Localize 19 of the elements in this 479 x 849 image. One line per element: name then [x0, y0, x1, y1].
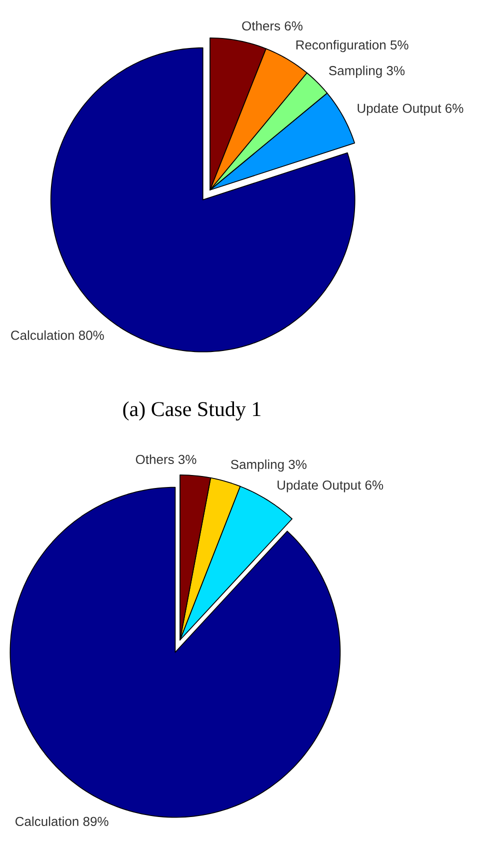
data-label: 5%: [390, 40, 408, 50]
data-label: 89%: [83, 816, 108, 826]
data-label: 6%: [284, 21, 302, 31]
slice-label: Others: [136, 454, 174, 464]
data-label: 3%: [386, 66, 405, 76]
data-label: 6%: [365, 480, 384, 490]
slice-label: Others: [242, 20, 280, 31]
slice-label: Update Output: [278, 480, 362, 492]
data-label: 6%: [446, 104, 464, 113]
slice-label: Calculation: [11, 330, 74, 340]
data-label: 3%: [288, 460, 306, 470]
slice-label: Sampling: [230, 460, 284, 472]
data-label: 80%: [78, 330, 104, 340]
text: (a) Case Study 1: [123, 401, 260, 421]
slice-label: Calculation: [16, 816, 78, 826]
slice-label: Reconfiguration: [296, 40, 386, 52]
slice-label: Sampling: [329, 66, 382, 78]
slice-label: Update Output: [358, 103, 442, 116]
data-label: 3%: [178, 454, 196, 464]
